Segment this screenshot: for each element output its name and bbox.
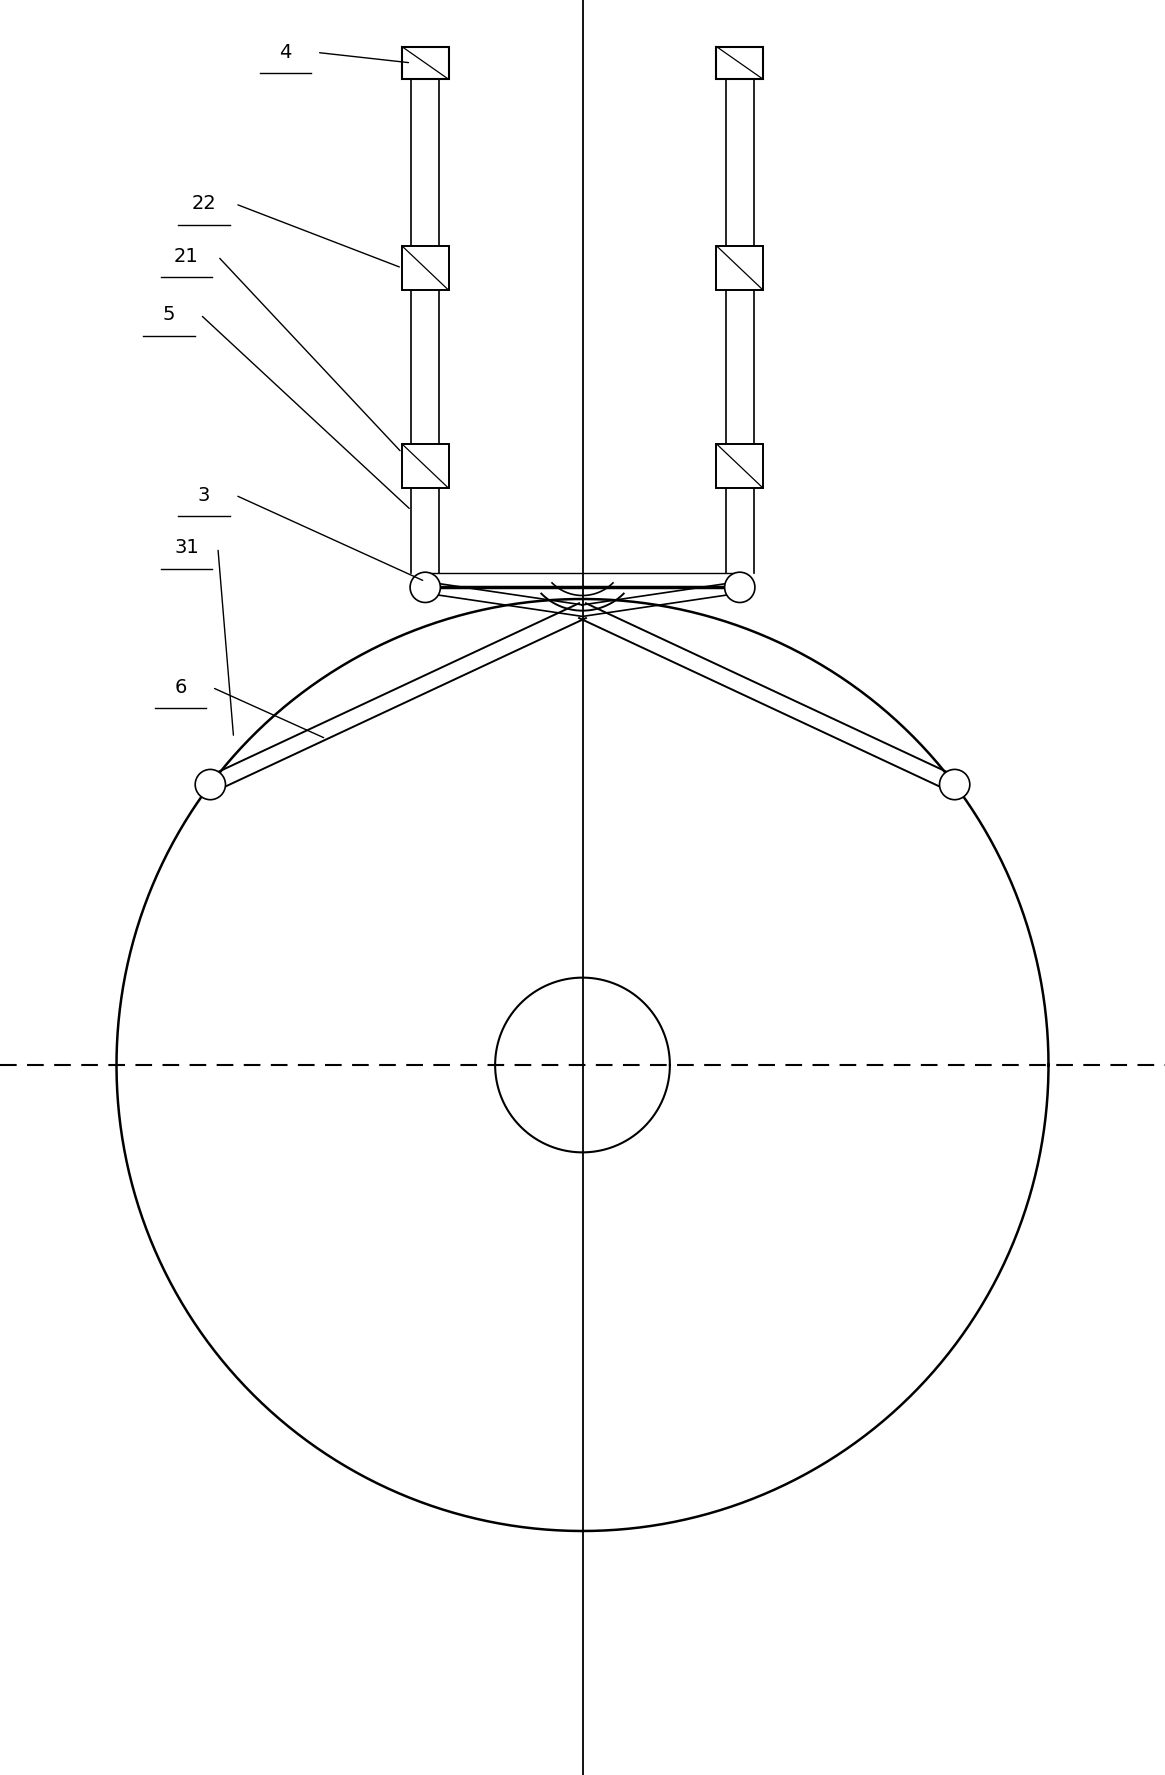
Bar <box>716 245 763 289</box>
Text: 31: 31 <box>174 538 199 557</box>
Text: 6: 6 <box>175 678 186 698</box>
Bar <box>716 444 763 488</box>
Text: 22: 22 <box>191 195 217 213</box>
Bar <box>402 245 449 289</box>
Text: 3: 3 <box>198 486 210 504</box>
Text: 5: 5 <box>163 305 175 325</box>
Bar <box>716 46 763 80</box>
Circle shape <box>196 769 226 801</box>
Bar <box>402 46 449 80</box>
Circle shape <box>410 572 440 602</box>
Circle shape <box>725 572 755 602</box>
Text: 21: 21 <box>174 247 199 266</box>
Text: 4: 4 <box>280 43 291 62</box>
Bar <box>402 444 449 488</box>
Circle shape <box>939 769 969 801</box>
